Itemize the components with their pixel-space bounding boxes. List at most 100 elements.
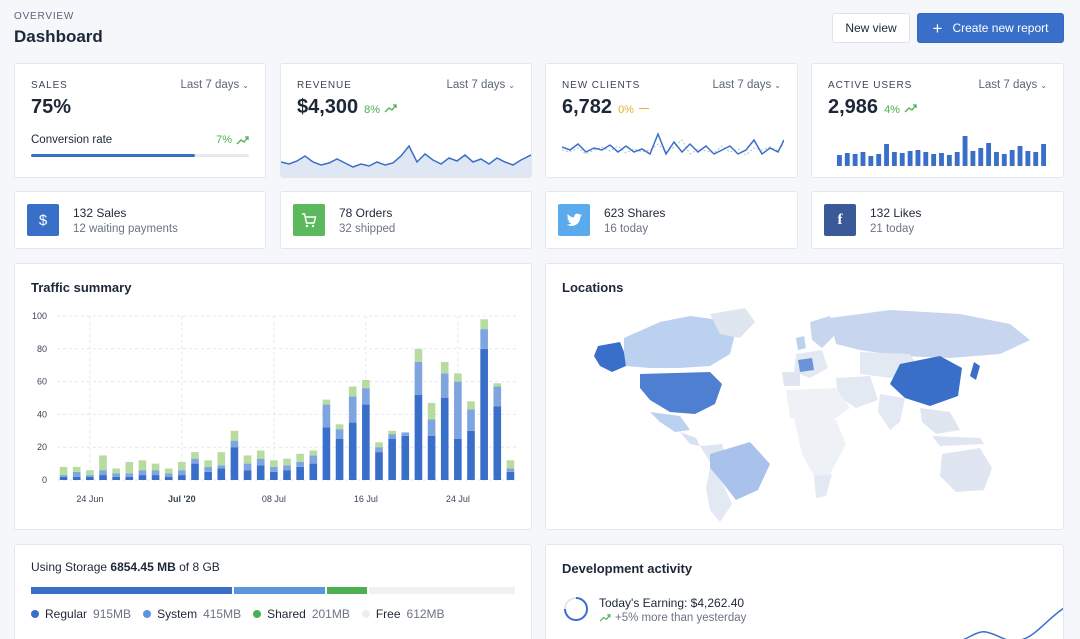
traffic-bar-segment [454,439,462,480]
stat-value: 2,986 [828,96,879,118]
stat-value: 6,782 [562,96,613,118]
traffic-bar-segment [335,429,344,439]
traffic-bar-segment [362,379,370,389]
summary-card-sales: $ 132 Sales 12 waiting payments [14,191,266,249]
traffic-bar-segment [467,409,475,431]
y-tick-label: 0 [42,475,47,485]
summary-line1: 132 Sales [73,206,127,220]
active-users-bar [837,155,842,166]
traffic-bar-segment [270,460,278,467]
traffic-bar-segment [427,419,436,436]
new-view-button[interactable]: New view [832,13,910,43]
active-users-bar [954,152,960,166]
traffic-bar-segment [493,386,502,407]
earning-progress-ring [564,597,588,621]
map-region-scandinavia [810,316,836,348]
legend-dot [361,610,370,618]
legend-dot [31,610,39,618]
map-region-iberia [782,372,800,386]
stat-value: 75% [31,96,72,118]
traffic-bar-segment [256,465,265,480]
traffic-bar-segment [217,465,226,469]
traffic-bar-segment [72,466,81,472]
active-users-bar [915,150,921,166]
new-clients-sparkline [562,131,784,156]
traffic-bar-segment [454,381,462,439]
summary-line1: 78 Orders [339,206,393,220]
active-users-bar [852,154,858,166]
traffic-bar-segment [375,447,383,453]
traffic-bar-segment [59,475,68,477]
chevron-down-icon: ⌄ [508,80,515,90]
map-region-usa [640,372,722,414]
traffic-bar-segment [125,461,134,474]
summary-line1: 623 Shares [604,206,666,220]
traffic-bar-segment [191,452,199,459]
traffic-bar-segment [322,399,331,405]
traffic-bar-segment [375,442,383,448]
traffic-bar-segment [256,458,265,466]
traffic-bar-segment [59,466,68,476]
trend-up-icon [384,104,397,113]
traffic-bar-segment [270,471,278,480]
traffic-bar-segment [322,427,331,480]
traffic-bar-segment [217,452,226,466]
active-users-bar [891,152,897,166]
period-dropdown[interactable]: Last 7 days ⌄ [978,79,1047,91]
development-activity-card: Development activity Today's Earning: $4… [545,544,1064,639]
x-tick-label: 08 Jul [262,494,286,504]
traffic-bar-segment [151,463,160,471]
traffic-bar-segment [99,475,107,480]
period-dropdown[interactable]: Last 7 days ⌄ [180,79,249,91]
map-region-north-africa [786,388,850,422]
period-dropdown[interactable]: Last 7 days ⌄ [712,79,781,91]
traffic-bar-segment [86,475,94,477]
active-users-bar [970,151,976,166]
traffic-bar-segment [401,435,410,480]
stat-card-new-clients: NEW CLIENTS Last 7 days ⌄ 6,782 0% [545,63,798,178]
activity-sparkline [963,607,1063,639]
traffic-bar-segment [178,470,186,476]
active-users-bar [868,156,874,166]
facebook-icon: f [824,204,856,236]
traffic-bar-segment [427,435,436,480]
traffic-bar-segment [230,447,239,480]
map-region-canada [624,316,735,368]
conversion-progress-track [31,154,249,157]
traffic-bar-segment [72,471,81,477]
map-region-middle-east [836,376,878,408]
traffic-bar-segment [283,465,291,471]
stat-card-revenue: REVENUE Last 7 days ⌄ $4,300 8% [280,63,532,178]
summary-line1: 132 Likes [870,206,922,220]
trend-up-icon [599,614,611,622]
world-map [594,308,1030,522]
period-dropdown[interactable]: Last 7 days ⌄ [446,79,515,91]
page-overline: OVERVIEW [14,11,75,22]
y-tick-label: 80 [37,344,47,354]
traffic-bar-segment [164,473,173,477]
storage-segment-shared [326,587,368,594]
traffic-bar-segment [506,471,515,480]
traffic-bar-segment [506,468,515,472]
section-title: Development activity [562,561,693,576]
traffic-bar-segment [375,452,383,480]
traffic-bar-segment [256,450,265,459]
active-users-bar [899,153,905,166]
traffic-bar-segment [125,476,134,480]
map-region-central-africa [794,418,846,476]
active-users-bar [994,152,999,166]
traffic-bar-segment [440,361,449,374]
map-region-southern-africa [814,474,832,498]
traffic-bar-segment [151,470,160,476]
active-users-bar [923,152,929,166]
conversion-label: Conversion rate [31,134,113,146]
create-report-button[interactable]: + Create new report [917,13,1064,43]
summary-line2: 32 shipped [339,223,396,235]
summary-line2: 12 waiting payments [73,223,178,235]
traffic-bar-segment [388,439,396,480]
map-region-france [798,358,814,372]
active-users-bar [978,148,984,166]
map-region-japan [970,362,980,380]
traffic-bar-segment [506,460,515,469]
traffic-bar-segment [138,460,147,471]
